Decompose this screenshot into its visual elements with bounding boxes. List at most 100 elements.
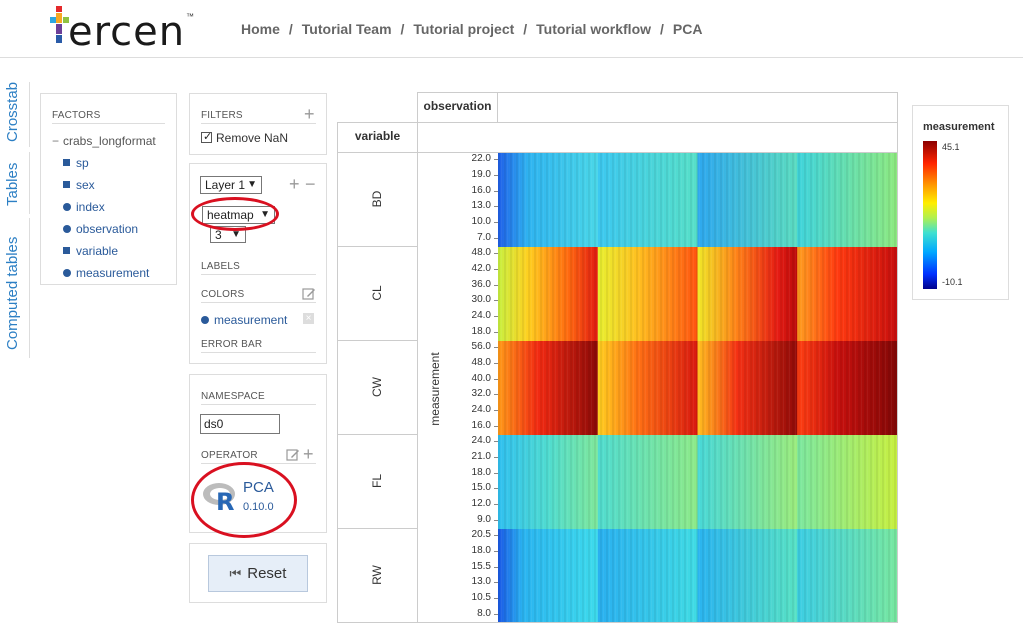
add-layer-icon[interactable]: + [289,174,300,194]
heatmap-texture [498,153,897,622]
breadcrumb-project[interactable]: Tutorial project [413,21,515,37]
labels-title[interactable]: LABELS [201,261,316,275]
factor-label: variable [76,244,119,258]
y-tick-label: 20.5 [471,529,491,540]
y-tick-label: 32.0 [471,388,491,400]
y-tick-label: 15.5 [471,560,491,572]
y-tick-mark [494,520,498,521]
legend-title: measurement [923,121,995,133]
grid-line [337,622,897,623]
breadcrumb: Home / Tutorial Team / Tutorial project / Tuto… [241,21,703,37]
y-tick-mark [494,441,498,442]
layer-select[interactable]: Layer 1 ▼ [200,176,262,194]
reset-icon: ⏮ [229,566,242,581]
y-tick-mark [494,456,498,458]
dropdown-arrow-icon: ▼ [247,179,257,190]
filters-panel: FILTERS + ✓ Remove NaN [189,93,327,155]
factor-label: observation [76,222,139,236]
logo-trademark: ™ [186,12,194,21]
tab-computed-tables[interactable]: Computed tables [4,236,21,350]
y-tick-label: 10.0 [471,216,491,228]
y-tick-mark [494,174,498,176]
factor-root[interactable]: − crabs_longformat [52,134,156,148]
y-tick-mark [494,472,498,474]
heatmap-plot[interactable] [498,153,897,622]
edit-colors-icon[interactable] [302,287,316,301]
reset-button[interactable]: ⏮ Reset [208,555,308,592]
column-factor-header[interactable]: observation [423,99,492,113]
color-factor-measurement[interactable]: measurement [201,313,287,327]
factor-measurement[interactable]: measurement [63,266,149,280]
y-tick-mark [494,566,498,568]
remove-nan-checkbox[interactable]: ✓ Remove NaN [201,131,288,145]
row-label-fl: FL [370,474,384,489]
y-tick-mark [494,488,498,490]
breadcrumb-current: PCA [672,21,703,37]
y-tick-label: 30.0 [471,294,491,306]
y-tick-label: 13.0 [471,576,491,588]
grid-line [417,122,897,123]
row-factor-header[interactable]: variable [354,129,401,143]
y-tick-mark [494,394,498,396]
y-tick-mark [494,347,498,348]
y-tick-mark [494,268,498,270]
tercen-logo[interactable]: ercen ™ [50,4,210,55]
factor-label: sp [76,156,89,170]
add-operator-icon[interactable]: + [303,444,314,464]
tab-crosstab[interactable]: Crosstab [4,81,21,142]
y-tick-label: 48.0 [471,247,491,258]
filters-title: FILTERS [201,110,316,124]
y-tick-label: 56.0 [471,341,491,352]
checkbox-checked-icon: ✓ [201,131,213,143]
color-legend: measurement 45.1 -10.1 [912,105,1009,300]
remove-layer-icon[interactable]: − [305,174,316,194]
edit-operator-icon[interactable] [286,448,300,462]
factor-sp[interactable]: sp [63,156,89,170]
factor-label: index [76,200,105,214]
factor-variable[interactable]: variable [63,244,118,258]
error-bar-title[interactable]: ERROR BAR [201,339,316,353]
side-tab-divider [29,82,30,147]
y-tick-label: 22.0 [471,153,491,164]
grid-line [417,152,418,623]
y-tick-label: 36.0 [471,278,491,290]
factor-observation[interactable]: observation [63,222,138,236]
y-tick-mark [494,222,498,224]
row-label-bd: BD [370,190,384,208]
layer-select-value: Layer 1 [205,178,246,192]
factors-title: FACTORS [52,110,165,124]
breadcrumb-team[interactable]: Tutorial Team [301,21,392,37]
legend-gradient-bar [923,141,937,289]
grid-line [897,92,898,623]
y-tick-mark [494,614,498,615]
factor-label: measurement [76,266,150,280]
logo-text: ercen [68,9,186,55]
grid-line [417,92,897,93]
y-tick-mark [494,316,498,318]
y-tick-label: 8.0 [477,608,491,619]
tab-tables[interactable]: Tables [4,162,21,206]
breadcrumb-home[interactable]: Home [241,21,280,37]
layers-panel: Layer 1 ▼ + − 3 ▼ heatmap ▼ LABELS COLORS m… [189,163,327,364]
factor-label: sex [76,178,95,192]
factor-dot-icon [63,269,71,277]
factor-square-icon [63,159,70,166]
color-factor-label: measurement [214,313,288,327]
y-tick-mark [494,238,498,239]
y-tick-label: 12.0 [471,498,491,510]
y-tick-mark [494,504,498,506]
namespace-input[interactable]: ds0 [200,414,280,434]
y-tick-mark [494,598,498,600]
factor-index[interactable]: index [63,200,105,214]
breadcrumb-workflow[interactable]: Tutorial workflow [536,21,652,37]
y-tick-label: 21.0 [471,450,491,462]
y-axis-label[interactable]: measurement [428,352,442,426]
add-filter-icon[interactable]: + [304,104,315,124]
grid-line [337,340,417,341]
y-tick-mark [494,190,498,192]
y-tick-label: 7.0 [477,232,491,243]
factor-sex[interactable]: sex [63,178,95,192]
remove-color-icon[interactable]: × [303,313,314,324]
y-tick-label: 48.0 [471,356,491,368]
y-tick-label: 9.0 [477,514,491,525]
